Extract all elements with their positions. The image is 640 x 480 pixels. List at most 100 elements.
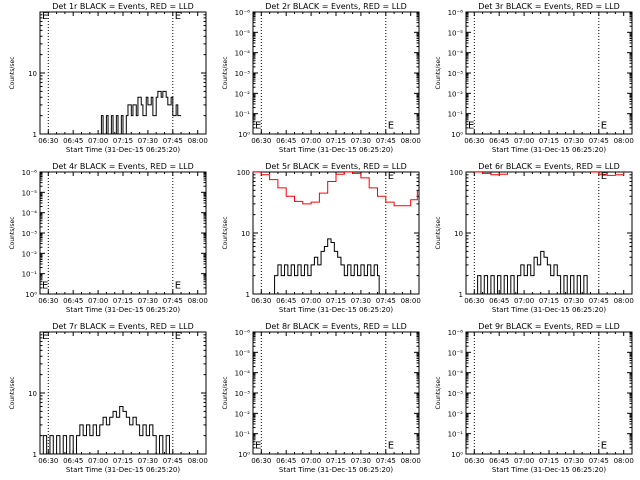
- x-tick-label: 07:45: [163, 457, 183, 465]
- x-tick-label: 07:00: [514, 137, 534, 145]
- y-tick-label: 10⁰: [238, 131, 250, 139]
- x-tick-label: 07:45: [589, 457, 609, 465]
- y-tick-label: 10⁻²: [22, 250, 38, 258]
- x-tick-label: 07:00: [514, 297, 534, 305]
- panel-title: Det 9r BLACK = Events, RED = LLD: [478, 322, 620, 331]
- panel-det-8: Det 8r BLACK = Events, RED = LLD 06:30 06:…: [222, 322, 421, 474]
- y-tick-label: 10⁻⁵: [22, 189, 38, 197]
- x-tick-label: 07:30: [351, 137, 371, 145]
- y-tick-label: 10: [241, 230, 250, 238]
- y-tick-label: 10: [28, 70, 37, 78]
- x-tick-label: 07:15: [326, 297, 346, 305]
- event-marker: E: [388, 120, 394, 131]
- x-tick-label: 07:15: [113, 297, 133, 305]
- y-tick-label: 10⁻²: [235, 90, 251, 98]
- y-tick-label: 10⁻⁶: [235, 329, 251, 337]
- y-tick-label: 10⁻⁴: [448, 370, 464, 378]
- y-tick-label: 10⁻⁶: [22, 169, 38, 177]
- series-group: [40, 406, 170, 454]
- x-tick-label: 07:30: [351, 457, 371, 465]
- y-tick-label: 10⁻⁶: [448, 9, 464, 17]
- y-tick-label: 10⁻⁴: [235, 50, 251, 58]
- x-tick-label: 08:00: [614, 457, 634, 465]
- x-tick-label: 07:45: [376, 457, 396, 465]
- x-tick-label: 07:00: [301, 457, 321, 465]
- y-tick-label: 10⁻³: [235, 390, 251, 398]
- y-tick-label: 10⁻³: [235, 70, 251, 78]
- y-axis-label: Counts/sec: [9, 56, 16, 89]
- event-marker: E: [42, 280, 48, 291]
- x-tick-label: 07:45: [163, 137, 183, 145]
- y-tick-label: 10⁻⁶: [235, 9, 251, 17]
- y-tick-label: 10⁻¹: [22, 271, 38, 279]
- x-tick-label: 08:00: [188, 297, 208, 305]
- event-marker: E: [255, 120, 261, 131]
- x-tick-label: 08:00: [614, 297, 634, 305]
- x-tick-label: 06:30: [251, 297, 271, 305]
- x-tick-label: 07:15: [326, 457, 346, 465]
- event-marker: E: [175, 11, 181, 22]
- y-tick-label: 1: [459, 291, 463, 299]
- y-tick-label: 1: [246, 291, 250, 299]
- x-tick-label: 08:00: [188, 137, 208, 145]
- y-axis-label: Counts/sec: [435, 216, 442, 249]
- panel-title: Det 2r BLACK = Events, RED = LLD: [265, 2, 407, 11]
- x-axis-label: Start Time (31-Dec-15 06:25:20): [66, 146, 180, 154]
- y-axis-label: Counts/sec: [9, 376, 16, 409]
- y-tick-label: 10⁻⁴: [22, 210, 38, 218]
- event-marker: E: [255, 440, 261, 451]
- event-marker: E: [388, 440, 394, 451]
- y-tick-label: 10⁻²: [448, 90, 464, 98]
- data-series-2: [590, 172, 625, 176]
- panel-title: Det 3r BLACK = Events, RED = LLD: [478, 2, 620, 11]
- panel-det-4: Det 4r BLACK = Events, RED = LLD 06:30 06:…: [9, 162, 208, 314]
- y-tick-label: 10⁻³: [448, 390, 464, 398]
- panel-det-7: Det 7r BLACK = Events, RED = LLD 06:30 06:…: [9, 322, 208, 474]
- y-tick-label: 10⁻⁴: [235, 370, 251, 378]
- series-group: [98, 90, 182, 134]
- panel-det-2: Det 2r BLACK = Events, RED = LLD 06:30 06:…: [222, 2, 421, 154]
- y-tick-label: 10⁻¹: [235, 431, 251, 439]
- x-axis-label: Start Time (31-Dec-15 06:25:20): [66, 306, 180, 314]
- y-tick-label: 10: [454, 230, 463, 238]
- x-tick-label: 06:45: [489, 297, 509, 305]
- y-tick-label: 10⁰: [451, 131, 463, 139]
- event-marker: E: [42, 331, 48, 342]
- x-tick-label: 07:30: [351, 297, 371, 305]
- x-tick-label: 07:45: [589, 297, 609, 305]
- x-tick-label: 06:30: [251, 457, 271, 465]
- y-tick-label: 10⁰: [25, 291, 37, 299]
- x-tick-label: 07:15: [326, 137, 346, 145]
- event-marker: E: [175, 331, 181, 342]
- y-axis-label: Counts/sec: [435, 56, 442, 89]
- y-tick-label: 10⁰: [238, 451, 250, 459]
- x-axis-label: Start Time (31-Dec-15 06:25:20): [492, 466, 606, 474]
- x-tick-label: 08:00: [401, 457, 421, 465]
- x-axis-label: Start Time (31-Dec-15 06:25:20): [66, 466, 180, 474]
- y-tick-label: 10⁻⁴: [448, 50, 464, 58]
- y-tick-label: 1: [33, 131, 37, 139]
- x-tick-label: 06:45: [276, 297, 296, 305]
- x-tick-label: 07:00: [514, 457, 534, 465]
- x-tick-label: 07:15: [539, 457, 559, 465]
- panel-title: Det 5r BLACK = Events, RED = LLD: [265, 162, 407, 171]
- y-tick-label: 10⁰: [451, 451, 463, 459]
- y-axis-label: Counts/sec: [222, 216, 229, 249]
- x-tick-label: 06:30: [464, 297, 484, 305]
- x-tick-label: 08:00: [614, 137, 634, 145]
- y-tick-label: 10⁻²: [235, 410, 251, 418]
- x-tick-label: 07:30: [138, 297, 158, 305]
- y-tick-label: 10⁻¹: [448, 111, 464, 119]
- x-tick-label: 06:30: [464, 137, 484, 145]
- panel-det-1: Det 1r BLACK = Events, RED = LLD 06:30 06:…: [9, 2, 208, 154]
- x-tick-label: 07:30: [564, 297, 584, 305]
- x-tick-label: 07:15: [539, 137, 559, 145]
- data-series-1: [253, 172, 418, 207]
- y-tick-label: 10⁻³: [448, 70, 464, 78]
- x-tick-label: 08:00: [401, 137, 421, 145]
- y-tick-label: 10⁻¹: [235, 111, 251, 119]
- event-marker: E: [601, 440, 607, 451]
- x-tick-label: 07:00: [301, 297, 321, 305]
- x-tick-label: 07:00: [88, 297, 108, 305]
